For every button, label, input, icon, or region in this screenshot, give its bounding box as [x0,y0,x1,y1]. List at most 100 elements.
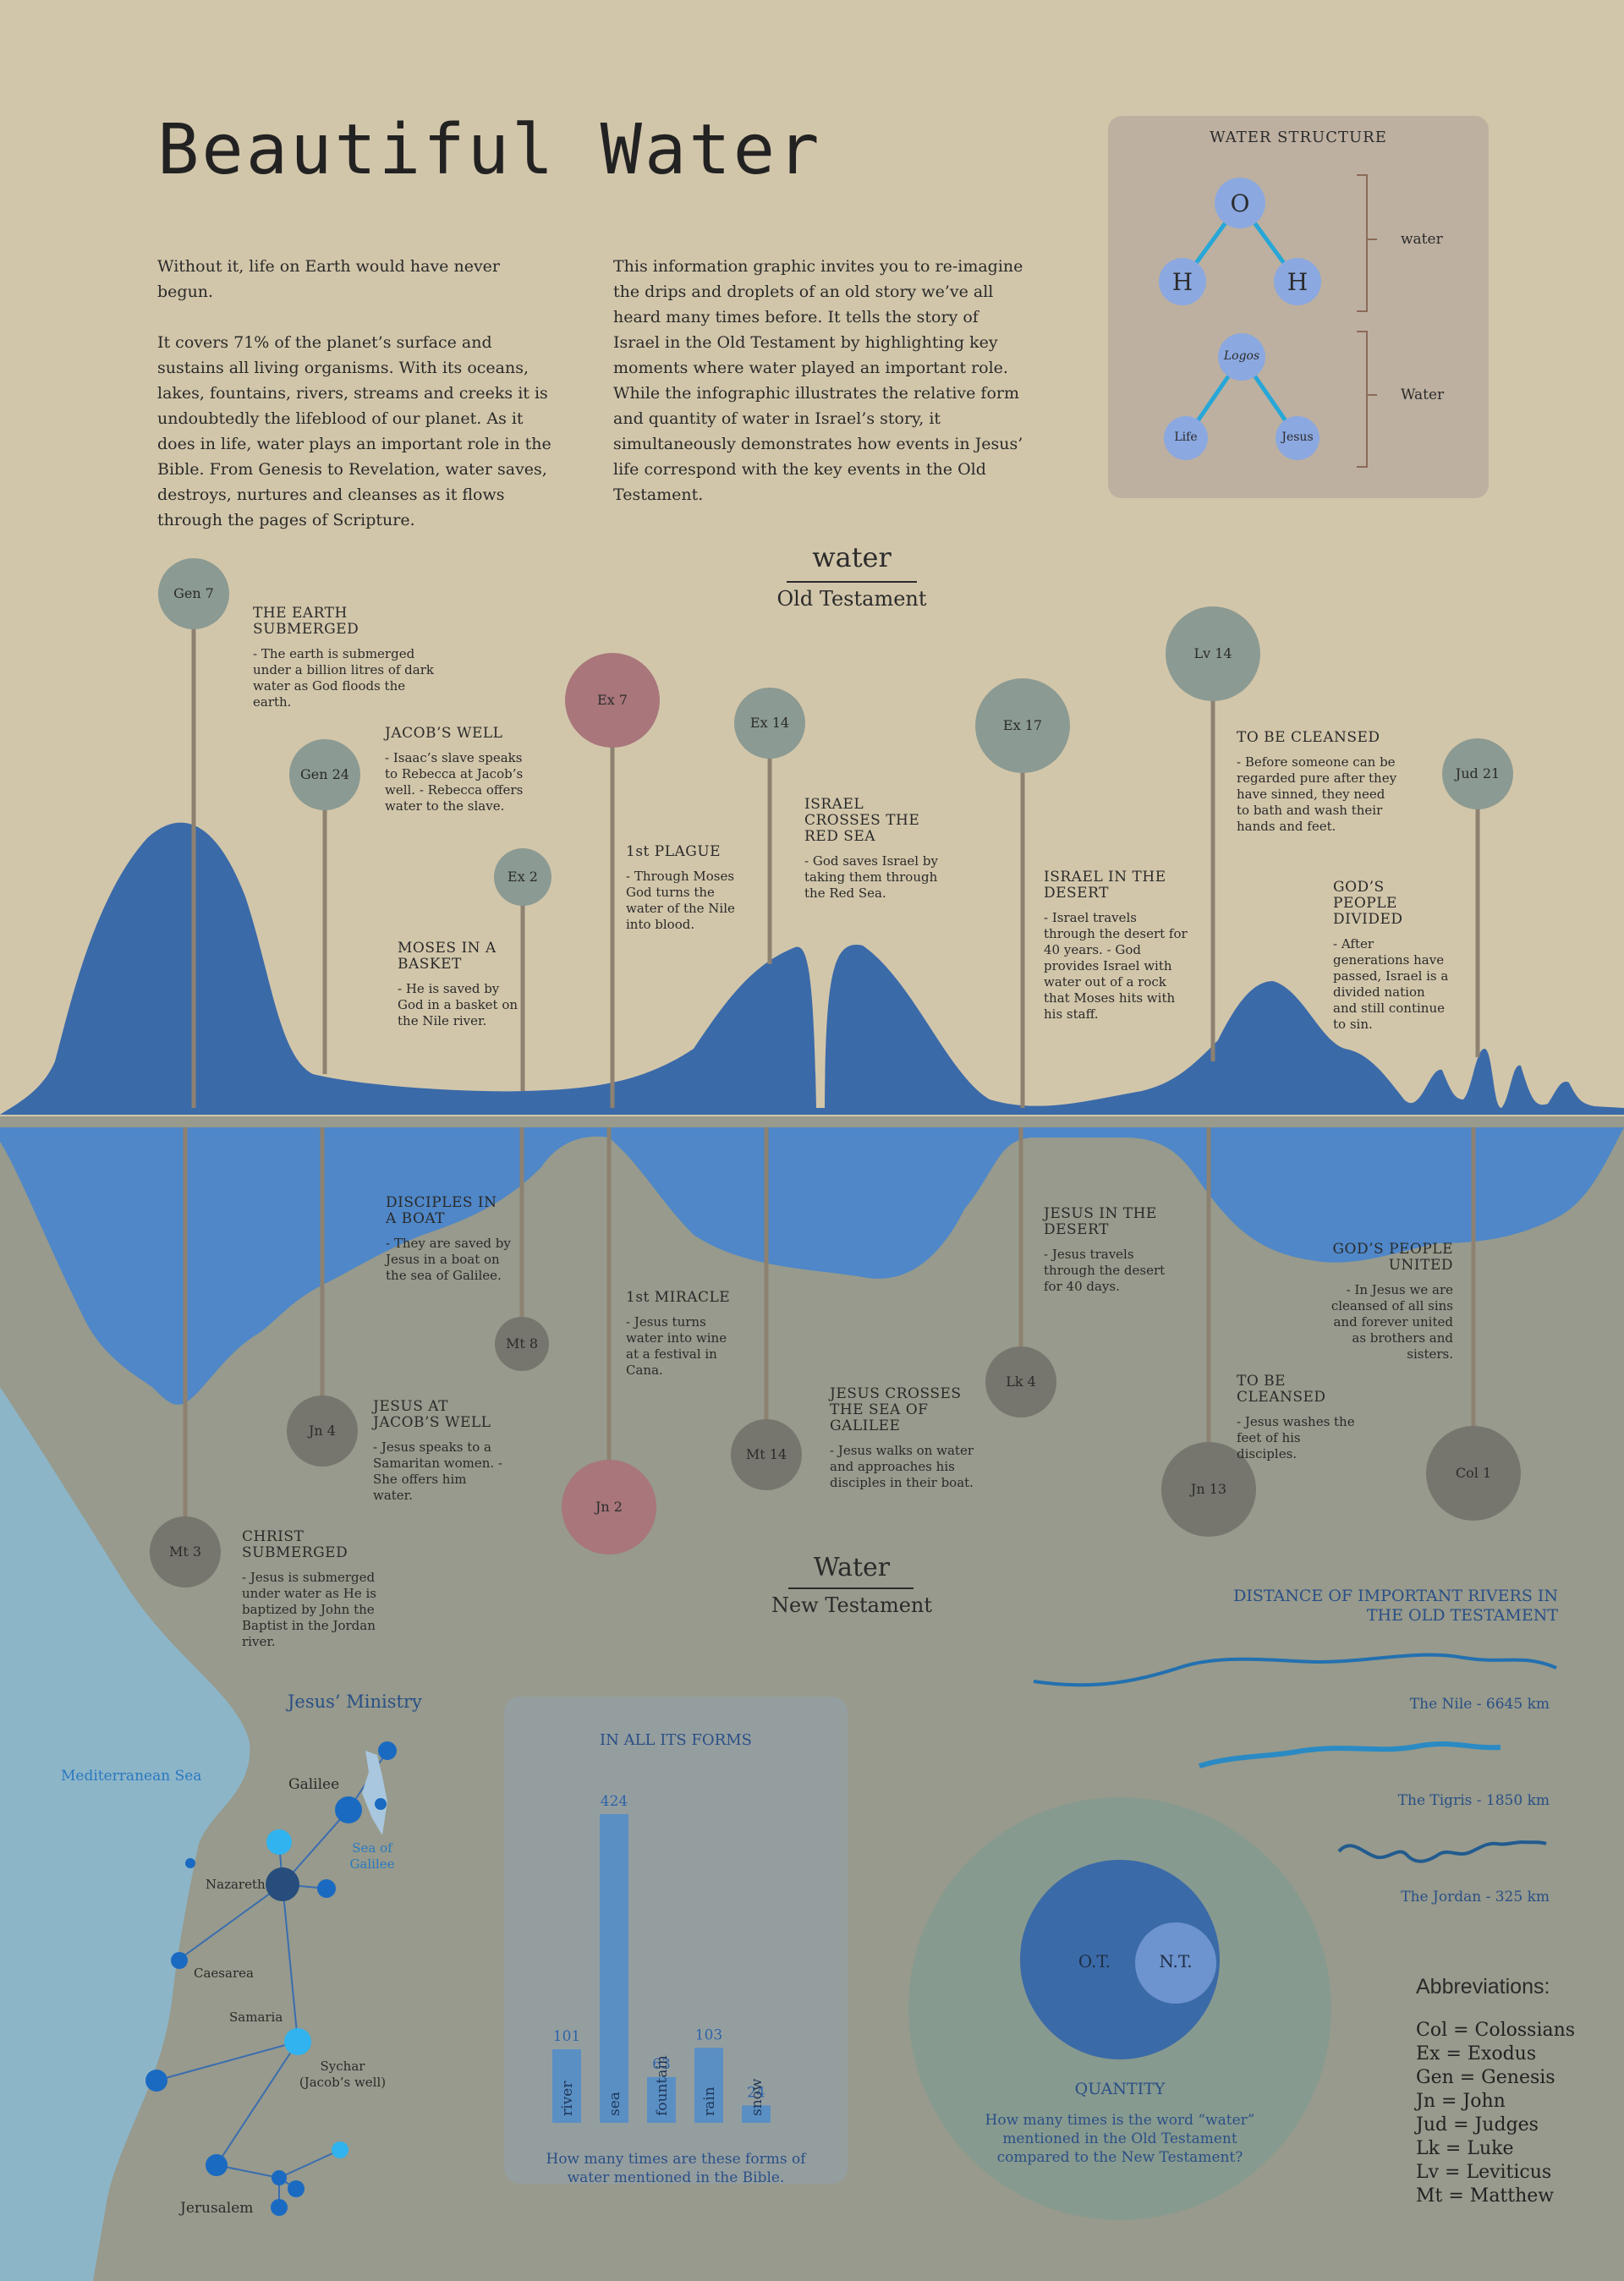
ot-circle-gen7 [158,558,229,629]
abbreviation-item: Jud = Judges [1416,2114,1539,2136]
ot-header-word: water [812,541,892,573]
nt-event-mt8: DISCIPLES IN A BOAT - They are saved by … [386,1195,513,1284]
bar-river [552,2049,581,2123]
abbreviation-item: Ex = Exodus [1416,2043,1537,2064]
nt-ref-label: Mt 3 [169,1544,201,1560]
event-text: - Israel travels through the desert for … [1044,910,1188,1022]
nt-event-jn13: TO BE CLEANSED - Jesus washes the feet o… [1237,1374,1363,1462]
hydrogen-label-right: H [1287,268,1309,296]
ot-circle-ex14 [734,688,805,759]
nt-event-col1: GOD’S PEOPLE UNITED - In Jesus we are cl… [1326,1242,1453,1363]
bar-value-label: 24 [747,2084,765,2101]
logos-water-label: Water [1401,387,1445,403]
intro-right: This information graphic invites you to … [613,257,1023,504]
map-place-samaria: Samaria [229,2010,283,2025]
ot-ref-label: Gen 24 [300,766,349,782]
nt-ref-label: Jn 13 [1189,1481,1226,1497]
event-title: JESUS CROSSES THE SEA OF GALILEE [830,1385,962,1434]
event-text: - Isaac’s slave speaks to Rebecca at Jac… [385,750,524,814]
ot-circle-ex17 [975,678,1070,773]
nt-event-jn2: 1st MIRACLE - Jesus turns water into win… [626,1290,736,1379]
ot-ref-label: Ex 14 [750,715,789,731]
ot-quantity-circle [1020,1860,1220,2059]
ot-stems [191,594,1480,1108]
water-structure-panel [1108,116,1489,498]
event-title: TO BE CLEANSED [1237,729,1380,746]
map-place-galilee: Galilee [288,1776,340,1793]
bar-fountain [647,2076,676,2123]
event-title: GOD’S PEOPLE DIVIDED [1333,879,1403,928]
nt-ref-label: Jn 2 [594,1499,623,1515]
abbreviation-item: Gen = Genesis [1416,2067,1555,2088]
ot-event-gen7: THE EARTH SUBMERGED - The earth is subme… [253,606,447,710]
tigris-river-line [1199,1741,1501,1768]
nt-ref-label: Jn 4 [307,1423,336,1439]
event-title: 1st MIRACLE [626,1289,731,1306]
map-place-nazareth: Nazareth [206,1877,266,1892]
logos-bracket [1357,331,1368,468]
abbreviations-title: Abbreviations: [1416,1975,1550,1999]
nt-circle-mt3 [150,1516,221,1587]
event-title: CHRIST SUBMERGED [242,1528,348,1561]
nt-quantity-circle [1135,1922,1216,2004]
bar-value-label: 101 [553,2028,580,2045]
nt-ref-label: Col 1 [1456,1465,1491,1481]
nt-circle-mt8 [495,1317,549,1371]
ot-ref-label: Ex 7 [597,692,628,708]
nt-ref-label: Lk 4 [1006,1374,1036,1390]
ot-circles: Gen 7 Gen 24 Ex 2 Ex 7 Ex 14 Ex 17 Lv 14 Jud 21 [158,558,1513,906]
nt-event-mt3: CHRIST SUBMERGED - Jesus is submerged un… [242,1529,411,1650]
event-text: - Through Moses God turns the water of t… [626,869,735,932]
map-sea-label: Mediterranean Sea [61,1768,202,1785]
bar-snow [742,2105,771,2123]
ot-event-ex17: ISRAEL IN THE DESERT - Israel travels th… [1044,869,1188,1023]
map-nodes [145,1741,397,2216]
event-text: - Before someone can be regarded pure af… [1237,754,1397,834]
bar-sea [600,1814,628,2123]
event-title: 1st PLAGUE [626,843,721,860]
event-title: DISCIPLES IN A BOAT [386,1194,497,1227]
river-label-jordan: The Jordan - 325 km [1401,1889,1550,1905]
map-title: Jesus’ Ministry [288,1692,422,1712]
ot-event-jud21: GOD’S PEOPLE DIVIDED - After generations… [1333,880,1451,1033]
intro-left-paragraph: Without it, life on Earth would have nev… [157,257,501,301]
abbreviations-list: Col = Colossians Ex = Exodus Gen = Genes… [1416,2019,1575,2208]
event-title: GOD’S PEOPLE UNITED [1332,1241,1453,1274]
nt-circle-jn13 [1161,1442,1256,1537]
nt-ref-label: Mt 8 [506,1335,538,1352]
ot-event-gen24: JACOB’S WELL - Isaac’s slave speaks to R… [385,726,537,814]
mediterranean-sea-shape [0,1387,250,2281]
forms-chart-title: IN ALL ITS FORMS [600,1731,752,1749]
event-text: - God saves Israel by taking them throug… [804,853,938,901]
event-text: - Jesus turns water into wine at a festi… [626,1314,727,1378]
event-title: JACOB’S WELL [385,725,503,742]
event-text: - Jesus washes the feet of his disciples… [1237,1414,1355,1461]
ot-circle-ex7 [565,653,660,748]
nt-circle-jn4 [287,1395,358,1467]
hydrogen-label-left: H [1171,268,1193,296]
ot-ref-label: Ex 2 [508,869,538,885]
ot-event-ex2: MOSES IN A BASKET - He is saved by God i… [398,940,524,1029]
nt-circle-jn2 [562,1460,656,1554]
ot-circle-ex2 [494,848,551,906]
ot-ref-label: Ex 17 [1003,717,1042,733]
bar-value-label: 103 [695,2026,722,2043]
nt-header-word: Water [813,1553,891,1582]
abbreviation-item: Jn = John [1416,2091,1506,2112]
ot-ref-label: Jud 21 [1454,765,1500,781]
abbreviation-item: Col = Colossians [1416,2020,1576,2041]
event-title: ISRAEL CROSSES THE RED SEA [804,796,920,845]
bar-category-label: sea [606,2092,623,2116]
ot-event-ex7: 1st PLAGUE - Through Moses God turns the… [626,844,736,933]
hydrogen-atom [1274,258,1321,305]
life-node [1164,416,1208,460]
event-text: - He is saved by God in a basket on the … [398,981,518,1028]
nt-quantity-label: N.T. [1159,1951,1193,1971]
event-text: - After generations have passed, Israel … [1333,936,1449,1032]
rivers-title: DISTANCE OF IMPORTANT RIVERS IN THE OLD … [1233,1587,1558,1625]
map-place-jerusalem: Jerusalem [180,2200,254,2217]
bar-category-label: snow [749,2078,765,2116]
abbreviation-item: Mt = Matthew [1416,2185,1555,2207]
intro-left-paragraph: It covers 71% of the planet’s surface an… [157,333,551,529]
